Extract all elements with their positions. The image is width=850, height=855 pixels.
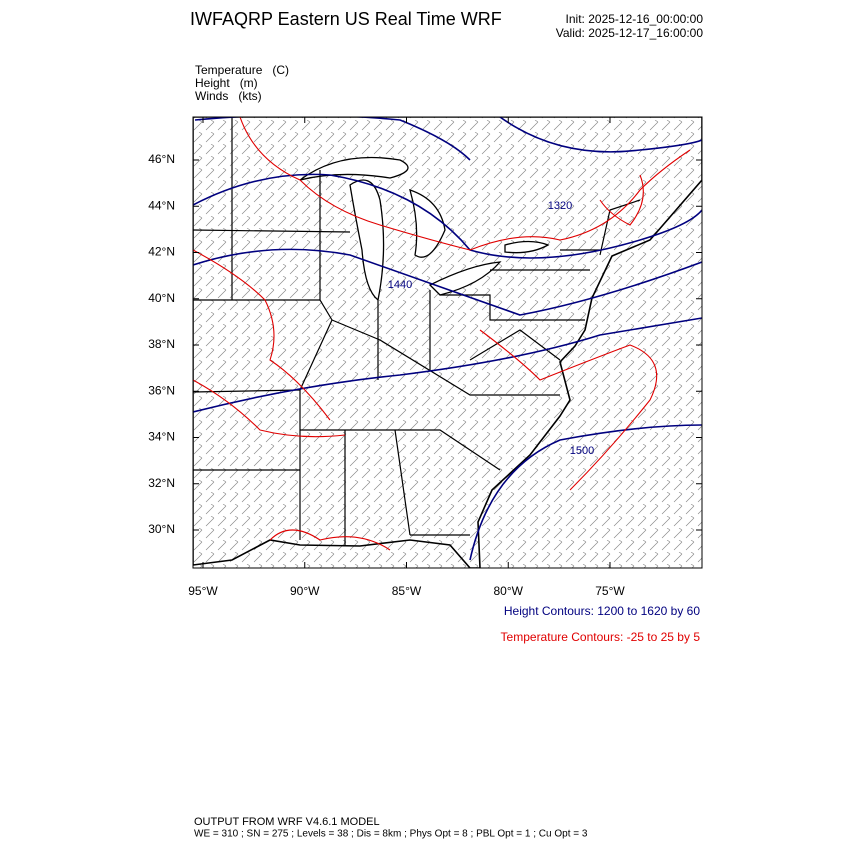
lat-tick-label: 44°N [148,198,175,212]
lake-ontario [504,240,550,254]
field-label: Height (m) [195,76,258,90]
lat-tick-label: 46°N [148,152,175,166]
state-borders [193,117,641,545]
field-label: Temperature (C) [195,63,289,77]
lat-tick-label: 40°N [148,291,175,305]
contour-label: 1320 [548,200,572,212]
footer-line: OUTPUT FROM WRF V4.6.1 MODEL [194,816,380,828]
init-time: Init: 2025-12-16_00:00:00 [566,12,704,26]
lake-michigan [349,179,385,302]
valid-time: Valid: 2025-12-17_16:00:00 [556,26,704,40]
map-area [193,117,702,568]
wind-barbs [193,117,702,568]
lat-tick-label: 32°N [148,476,175,490]
lat-tick-label: 42°N [148,245,175,259]
temperature-contours [193,117,691,551]
lon-tick-label: 95°W [188,584,218,598]
lat-tick-label: 30°N [148,522,175,536]
footer-line: WE = 310 ; SN = 275 ; Levels = 38 ; Dis … [194,829,588,840]
lon-tick-label: 75°W [595,584,625,598]
lat-tick-label: 34°N [148,430,175,444]
lat-tick-label: 38°N [148,337,175,351]
lake-erie [428,261,502,296]
map-frame [192,116,703,569]
lat-tick-label: 36°N [148,383,175,397]
coastline [193,117,702,568]
contour-label: 1500 [570,445,594,457]
lon-tick-label: 85°W [392,584,422,598]
temperature-legend: Temperature Contours: -25 to 25 by 5 [501,630,701,644]
contour-label: 1440 [388,279,412,291]
title: IWFAQRP Eastern US Real Time WRF [190,9,502,29]
lon-tick-label: 90°W [290,584,320,598]
lon-tick-label: 80°W [494,584,524,598]
height-legend: Height Contours: 1200 to 1620 by 60 [504,604,700,618]
field-label: Winds (kts) [195,89,262,103]
